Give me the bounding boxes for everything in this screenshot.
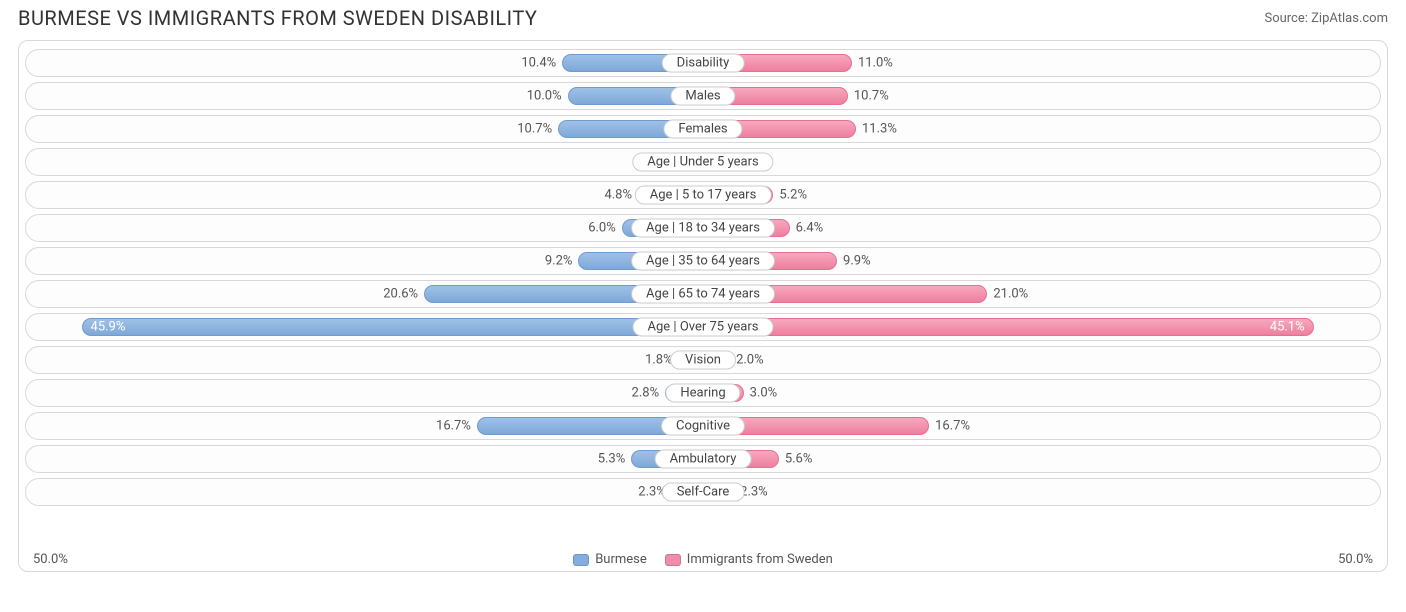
chart-row: 9.2% 9.9% Age | 35 to 64 years (25, 247, 1381, 275)
bar-left: 45.9% (82, 318, 703, 336)
value-right: 21.0% (993, 287, 1028, 302)
value-right: 6.4% (796, 221, 824, 236)
value-right: 3.0% (750, 386, 778, 401)
category-label: Age | 65 to 74 years (631, 285, 775, 304)
value-left: 10.7% (517, 122, 552, 137)
axis-right-label: 50.0% (1338, 552, 1373, 567)
category-label: Females (663, 120, 742, 139)
chart-row: 1.1%1.1%Age | Under 5 years (25, 148, 1381, 176)
category-label: Disability (662, 54, 745, 73)
category-label: Self-Care (662, 483, 745, 502)
chart-row: 4.8% 5.2% Age | 5 to 17 years (25, 181, 1381, 209)
axis-left-label: 50.0% (33, 552, 68, 567)
value-left: 4.8% (604, 188, 632, 203)
value-left: 6.0% (588, 221, 616, 236)
category-label: Hearing (665, 384, 740, 403)
bar-right: 45.1% (703, 318, 1314, 336)
value-left: 10.0% (527, 89, 562, 104)
legend-item-left: Burmese (573, 552, 647, 567)
category-label: Ambulatory (655, 450, 752, 469)
category-label: Age | 5 to 17 years (635, 186, 772, 205)
value-right: 10.7% (854, 89, 889, 104)
legend-label-right: Immigrants from Sweden (687, 552, 833, 567)
value-right: 5.6% (785, 452, 813, 467)
chart-row: 2.8% 3.0% Hearing (25, 379, 1381, 407)
legend-swatch-right (665, 554, 681, 566)
chart-row: 10.7% 11.3% Females (25, 115, 1381, 143)
chart-row: 16.7% 16.7% Cognitive (25, 412, 1381, 440)
value-left: 1.8% (645, 353, 673, 368)
value-left: 45.9% (91, 320, 126, 335)
value-right: 5.2% (779, 188, 807, 203)
category-label: Age | Under 5 years (632, 153, 773, 172)
value-left: 2.8% (632, 386, 660, 401)
legend-label-left: Burmese (595, 552, 647, 567)
legend: Burmese Immigrants from Sweden (68, 552, 1338, 567)
chart-header: BURMESE VS IMMIGRANTS FROM SWEDEN DISABI… (0, 0, 1406, 40)
chart-row: 20.6% 21.0% Age | 65 to 74 years (25, 280, 1381, 308)
value-left: 9.2% (545, 254, 573, 269)
chart-footer: 50.0% Burmese Immigrants from Sweden 50.… (19, 548, 1387, 567)
chart-row: 45.9% 45.1% Age | Over 75 years (25, 313, 1381, 341)
category-label: Vision (670, 351, 736, 370)
value-left: 20.6% (383, 287, 418, 302)
chart-source: Source: ZipAtlas.com (1264, 11, 1388, 26)
value-right: 11.0% (858, 56, 893, 71)
chart-row: 5.3% 5.6% Ambulatory (25, 445, 1381, 473)
value-left: 5.3% (598, 452, 626, 467)
category-label: Cognitive (661, 417, 745, 436)
chart-title: BURMESE VS IMMIGRANTS FROM SWEDEN DISABI… (18, 6, 537, 30)
legend-swatch-left (573, 554, 589, 566)
legend-item-right: Immigrants from Sweden (665, 552, 833, 567)
chart-row: 10.0% 10.7% Males (25, 82, 1381, 110)
value-left: 10.4% (521, 56, 556, 71)
chart-area: 10.4% 11.0% Disability 10.0% 10.7% Males 10.7%… (18, 40, 1388, 572)
value-right: 16.7% (935, 419, 970, 434)
category-label: Males (670, 87, 735, 106)
value-left: 16.7% (436, 419, 471, 434)
category-label: Age | 18 to 34 years (631, 219, 775, 238)
category-label: Age | Over 75 years (633, 318, 774, 337)
chart-row: 1.8% 2.0%Vision (25, 346, 1381, 374)
value-right: 11.3% (862, 122, 897, 137)
chart-rows: 10.4% 11.0% Disability 10.0% 10.7% Males 10.7%… (19, 49, 1387, 506)
category-label: Age | 35 to 64 years (631, 252, 775, 271)
chart-row: 10.4% 11.0% Disability (25, 49, 1381, 77)
chart-row: 6.0% 6.4% Age | 18 to 34 years (25, 214, 1381, 242)
chart-row: 2.3%2.3%Self-Care (25, 478, 1381, 506)
value-right: 45.1% (1270, 320, 1305, 335)
value-right: 9.9% (843, 254, 871, 269)
value-right: 2.0% (736, 353, 764, 368)
